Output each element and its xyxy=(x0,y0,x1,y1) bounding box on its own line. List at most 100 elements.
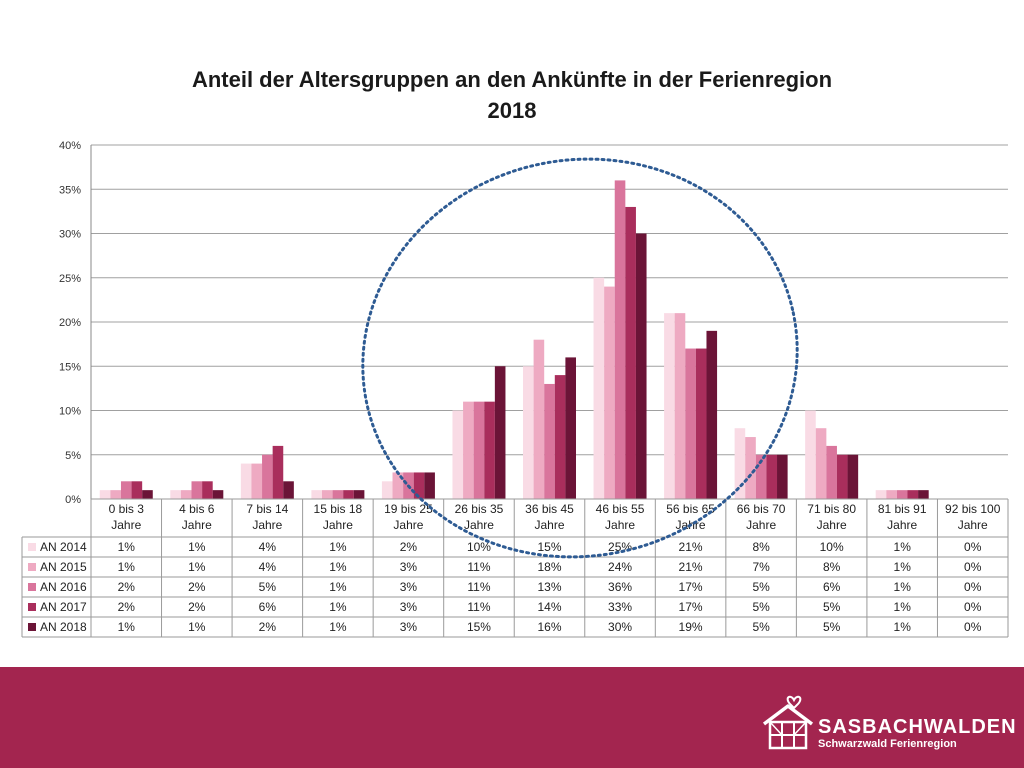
data-label: 1% xyxy=(118,560,136,574)
legend-label: AN 2018 xyxy=(40,620,87,634)
x-tick-label: Jahre xyxy=(323,518,353,532)
x-tick-label: 92 bis 100 xyxy=(945,502,1001,516)
bar xyxy=(131,481,143,499)
bar xyxy=(392,472,404,499)
data-label: 21% xyxy=(679,540,703,554)
x-tick-label: 15 bis 18 xyxy=(314,502,363,516)
x-tick-label: Jahre xyxy=(111,518,141,532)
data-label: 14% xyxy=(537,600,561,614)
bar xyxy=(311,490,322,499)
logo-name: SASBACHWALDEN xyxy=(818,716,1017,738)
chart-title: Anteil der Altersgruppen an den Ankünfte… xyxy=(60,64,964,126)
bar xyxy=(635,233,647,499)
y-tick-label: 25% xyxy=(59,273,81,285)
x-tick-label: Jahre xyxy=(182,518,212,532)
y-tick-label: 10% xyxy=(59,406,81,418)
data-label: 8% xyxy=(823,560,841,574)
data-label: 4% xyxy=(259,560,277,574)
data-label: 1% xyxy=(329,540,347,554)
data-label: 1% xyxy=(118,540,136,554)
x-tick-label: 36 bis 45 xyxy=(525,502,574,516)
legend-label: AN 2016 xyxy=(40,580,87,594)
x-tick-label: Jahre xyxy=(958,518,988,532)
bar xyxy=(805,410,816,499)
bar xyxy=(533,339,545,499)
data-label: 5% xyxy=(823,620,841,634)
bar xyxy=(523,366,534,499)
data-label: 5% xyxy=(823,600,841,614)
highlight-ellipse xyxy=(361,157,799,559)
bar xyxy=(452,410,464,499)
data-label: 0% xyxy=(964,580,982,594)
data-label: 1% xyxy=(118,620,136,634)
data-label: 1% xyxy=(894,600,912,614)
legend-label: AN 2015 xyxy=(40,560,87,574)
bar xyxy=(191,481,203,499)
y-tick-label: 30% xyxy=(59,229,81,241)
bar xyxy=(212,490,224,499)
data-label: 3% xyxy=(400,600,418,614)
x-tick-label: 66 bis 70 xyxy=(737,502,786,516)
data-label: 2% xyxy=(400,540,418,554)
data-label: 2% xyxy=(118,580,136,594)
bar xyxy=(424,472,435,499)
data-label: 4% xyxy=(259,540,277,554)
bar xyxy=(251,463,263,499)
bar xyxy=(847,454,859,499)
x-tick-label: 7 bis 14 xyxy=(246,502,288,516)
data-label: 33% xyxy=(608,600,632,614)
bar xyxy=(554,375,566,499)
bar xyxy=(918,490,929,499)
legend-label: AN 2014 xyxy=(40,540,87,554)
x-tick-label: Jahre xyxy=(746,518,776,532)
data-label: 6% xyxy=(259,600,277,614)
data-label: 5% xyxy=(752,620,770,634)
data-label: 11% xyxy=(467,600,490,614)
chart-title-line1: Anteil der Altersgruppen an den Ankünfte… xyxy=(191,67,833,92)
data-label: 36% xyxy=(608,580,632,594)
bar xyxy=(755,454,767,499)
bar xyxy=(202,481,213,499)
x-tick-label: Jahre xyxy=(393,518,423,532)
bar xyxy=(272,445,284,499)
bar xyxy=(142,490,153,499)
data-label: 2% xyxy=(118,600,136,614)
x-tick-label: 56 bis 65 xyxy=(666,502,715,516)
bar xyxy=(815,428,827,499)
data-label: 0% xyxy=(964,620,982,634)
y-tick-label: 5% xyxy=(65,450,81,462)
bar xyxy=(170,490,181,499)
y-tick-label: 40% xyxy=(59,140,81,152)
bar xyxy=(766,454,778,499)
x-tick-label: Jahre xyxy=(252,518,282,532)
bar xyxy=(836,454,848,499)
data-label: 10% xyxy=(467,540,491,554)
x-tick-label: 71 bis 80 xyxy=(807,502,856,516)
x-tick-label: 26 bis 35 xyxy=(455,502,504,516)
bar xyxy=(706,330,718,499)
bar xyxy=(777,454,788,499)
data-label: 11% xyxy=(467,580,490,594)
data-label: 2% xyxy=(259,620,277,634)
data-label: 1% xyxy=(188,560,206,574)
bar xyxy=(907,490,919,499)
legend-label: AN 2017 xyxy=(40,600,87,614)
data-label: 15% xyxy=(537,540,561,554)
data-label: 5% xyxy=(259,580,277,594)
data-label: 0% xyxy=(964,600,982,614)
bar xyxy=(896,490,908,499)
data-label: 7% xyxy=(752,560,770,574)
bar xyxy=(484,401,495,499)
y-tick-label: 20% xyxy=(59,317,81,329)
legend-swatch xyxy=(28,623,36,631)
data-label: 0% xyxy=(964,540,982,554)
bar xyxy=(685,348,696,499)
bar xyxy=(875,490,887,499)
x-tick-label: Jahre xyxy=(605,518,635,532)
bar xyxy=(674,313,686,499)
data-label: 16% xyxy=(537,620,561,634)
bar xyxy=(494,366,506,499)
x-tick-label: 46 bis 55 xyxy=(596,502,645,516)
bar xyxy=(180,490,192,499)
footer-bar xyxy=(0,667,1024,768)
